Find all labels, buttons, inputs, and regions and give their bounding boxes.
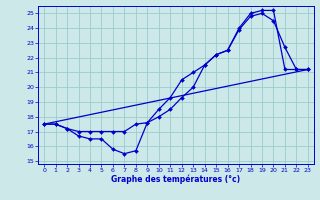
X-axis label: Graphe des températures (°c): Graphe des températures (°c) (111, 175, 241, 184)
